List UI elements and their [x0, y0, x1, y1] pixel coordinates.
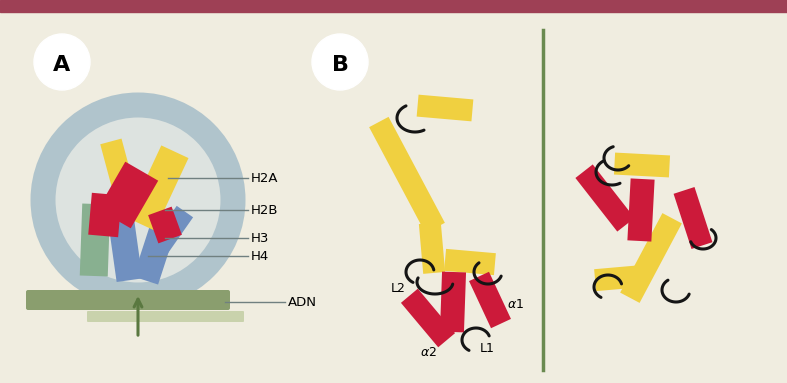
Polygon shape — [627, 178, 655, 242]
FancyBboxPatch shape — [26, 290, 230, 310]
Polygon shape — [100, 139, 135, 197]
Polygon shape — [440, 272, 466, 332]
Polygon shape — [133, 219, 176, 285]
Text: $\alpha$2: $\alpha$2 — [419, 345, 437, 358]
Text: ADN: ADN — [288, 296, 317, 308]
Text: H2A: H2A — [251, 172, 279, 185]
Polygon shape — [620, 213, 682, 303]
Text: L1: L1 — [480, 342, 495, 355]
Polygon shape — [151, 206, 193, 254]
Polygon shape — [416, 95, 473, 121]
Bar — [0, 0, 787, 12]
FancyBboxPatch shape — [87, 311, 244, 322]
Polygon shape — [575, 164, 634, 232]
Text: H4: H4 — [251, 249, 269, 262]
Circle shape — [312, 34, 368, 90]
Polygon shape — [594, 265, 646, 291]
Text: $\alpha$1: $\alpha$1 — [507, 298, 524, 311]
Polygon shape — [148, 207, 182, 243]
Text: H3: H3 — [251, 231, 269, 244]
Polygon shape — [98, 162, 158, 228]
Circle shape — [34, 34, 90, 90]
Polygon shape — [419, 222, 445, 274]
Polygon shape — [79, 203, 110, 277]
Text: B: B — [331, 55, 349, 75]
Polygon shape — [614, 152, 670, 177]
Polygon shape — [444, 249, 496, 275]
Circle shape — [47, 109, 229, 291]
Text: H2B: H2B — [251, 203, 279, 216]
Polygon shape — [88, 193, 122, 237]
Polygon shape — [674, 187, 712, 249]
Polygon shape — [108, 214, 142, 282]
Text: A: A — [54, 55, 71, 75]
Text: L2: L2 — [390, 282, 405, 295]
Polygon shape — [469, 272, 511, 328]
Polygon shape — [369, 117, 445, 233]
Polygon shape — [401, 289, 455, 347]
Text: $\alpha$3: $\alpha$3 — [472, 275, 490, 288]
Polygon shape — [127, 146, 189, 231]
